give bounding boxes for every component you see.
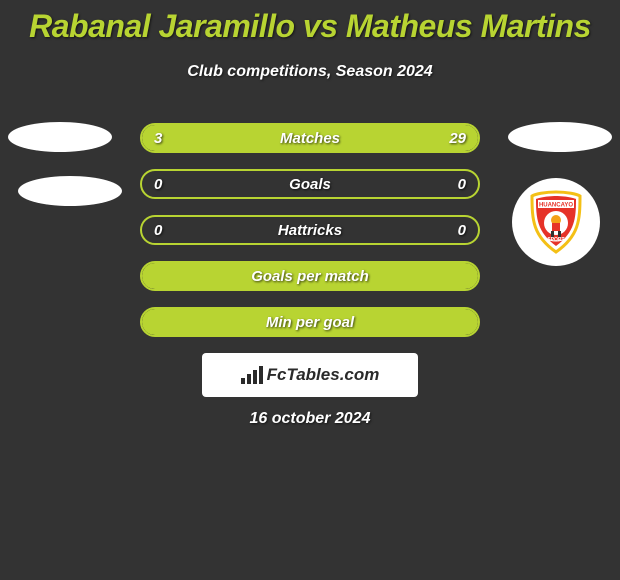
player-left-avatar bbox=[8, 122, 112, 152]
stat-value-right: 0 bbox=[458, 176, 466, 193]
page-title: Rabanal Jaramillo vs Matheus Martins bbox=[0, 0, 620, 45]
stat-row-matches: 3 Matches 29 bbox=[140, 123, 480, 153]
branding-box[interactable]: FcTables.com bbox=[202, 353, 418, 397]
branding-label: FcTables.com bbox=[267, 365, 380, 385]
player-right-avatar bbox=[508, 122, 612, 152]
subtitle: Club competitions, Season 2024 bbox=[0, 63, 620, 81]
stat-label: Hattricks bbox=[142, 222, 478, 239]
stat-label: Min per goal bbox=[142, 314, 478, 331]
stat-label: Goals bbox=[142, 176, 478, 193]
stat-row-hattricks: 0 Hattricks 0 bbox=[140, 215, 480, 245]
badge-top-text: HUANCAYO bbox=[539, 203, 573, 209]
stat-row-goals-per-match: Goals per match bbox=[140, 261, 480, 291]
stats-container: 3 Matches 29 0 Goals 0 0 Hattricks 0 Goa… bbox=[140, 123, 480, 353]
stat-row-goals: 0 Goals 0 bbox=[140, 169, 480, 199]
team-right-badge: HUANCAYO SPORT bbox=[512, 178, 600, 266]
date-label: 16 october 2024 bbox=[0, 410, 620, 428]
stat-label: Goals per match bbox=[142, 268, 478, 285]
stat-value-right: 0 bbox=[458, 222, 466, 239]
stat-row-min-per-goal: Min per goal bbox=[140, 307, 480, 337]
stat-value-right: 29 bbox=[449, 130, 466, 147]
badge-bottom-text: SPORT bbox=[547, 237, 564, 243]
shield-icon: HUANCAYO SPORT bbox=[529, 190, 583, 254]
stat-label: Matches bbox=[142, 130, 478, 147]
team-left-badge bbox=[18, 176, 122, 206]
chart-bars-icon bbox=[241, 366, 263, 384]
